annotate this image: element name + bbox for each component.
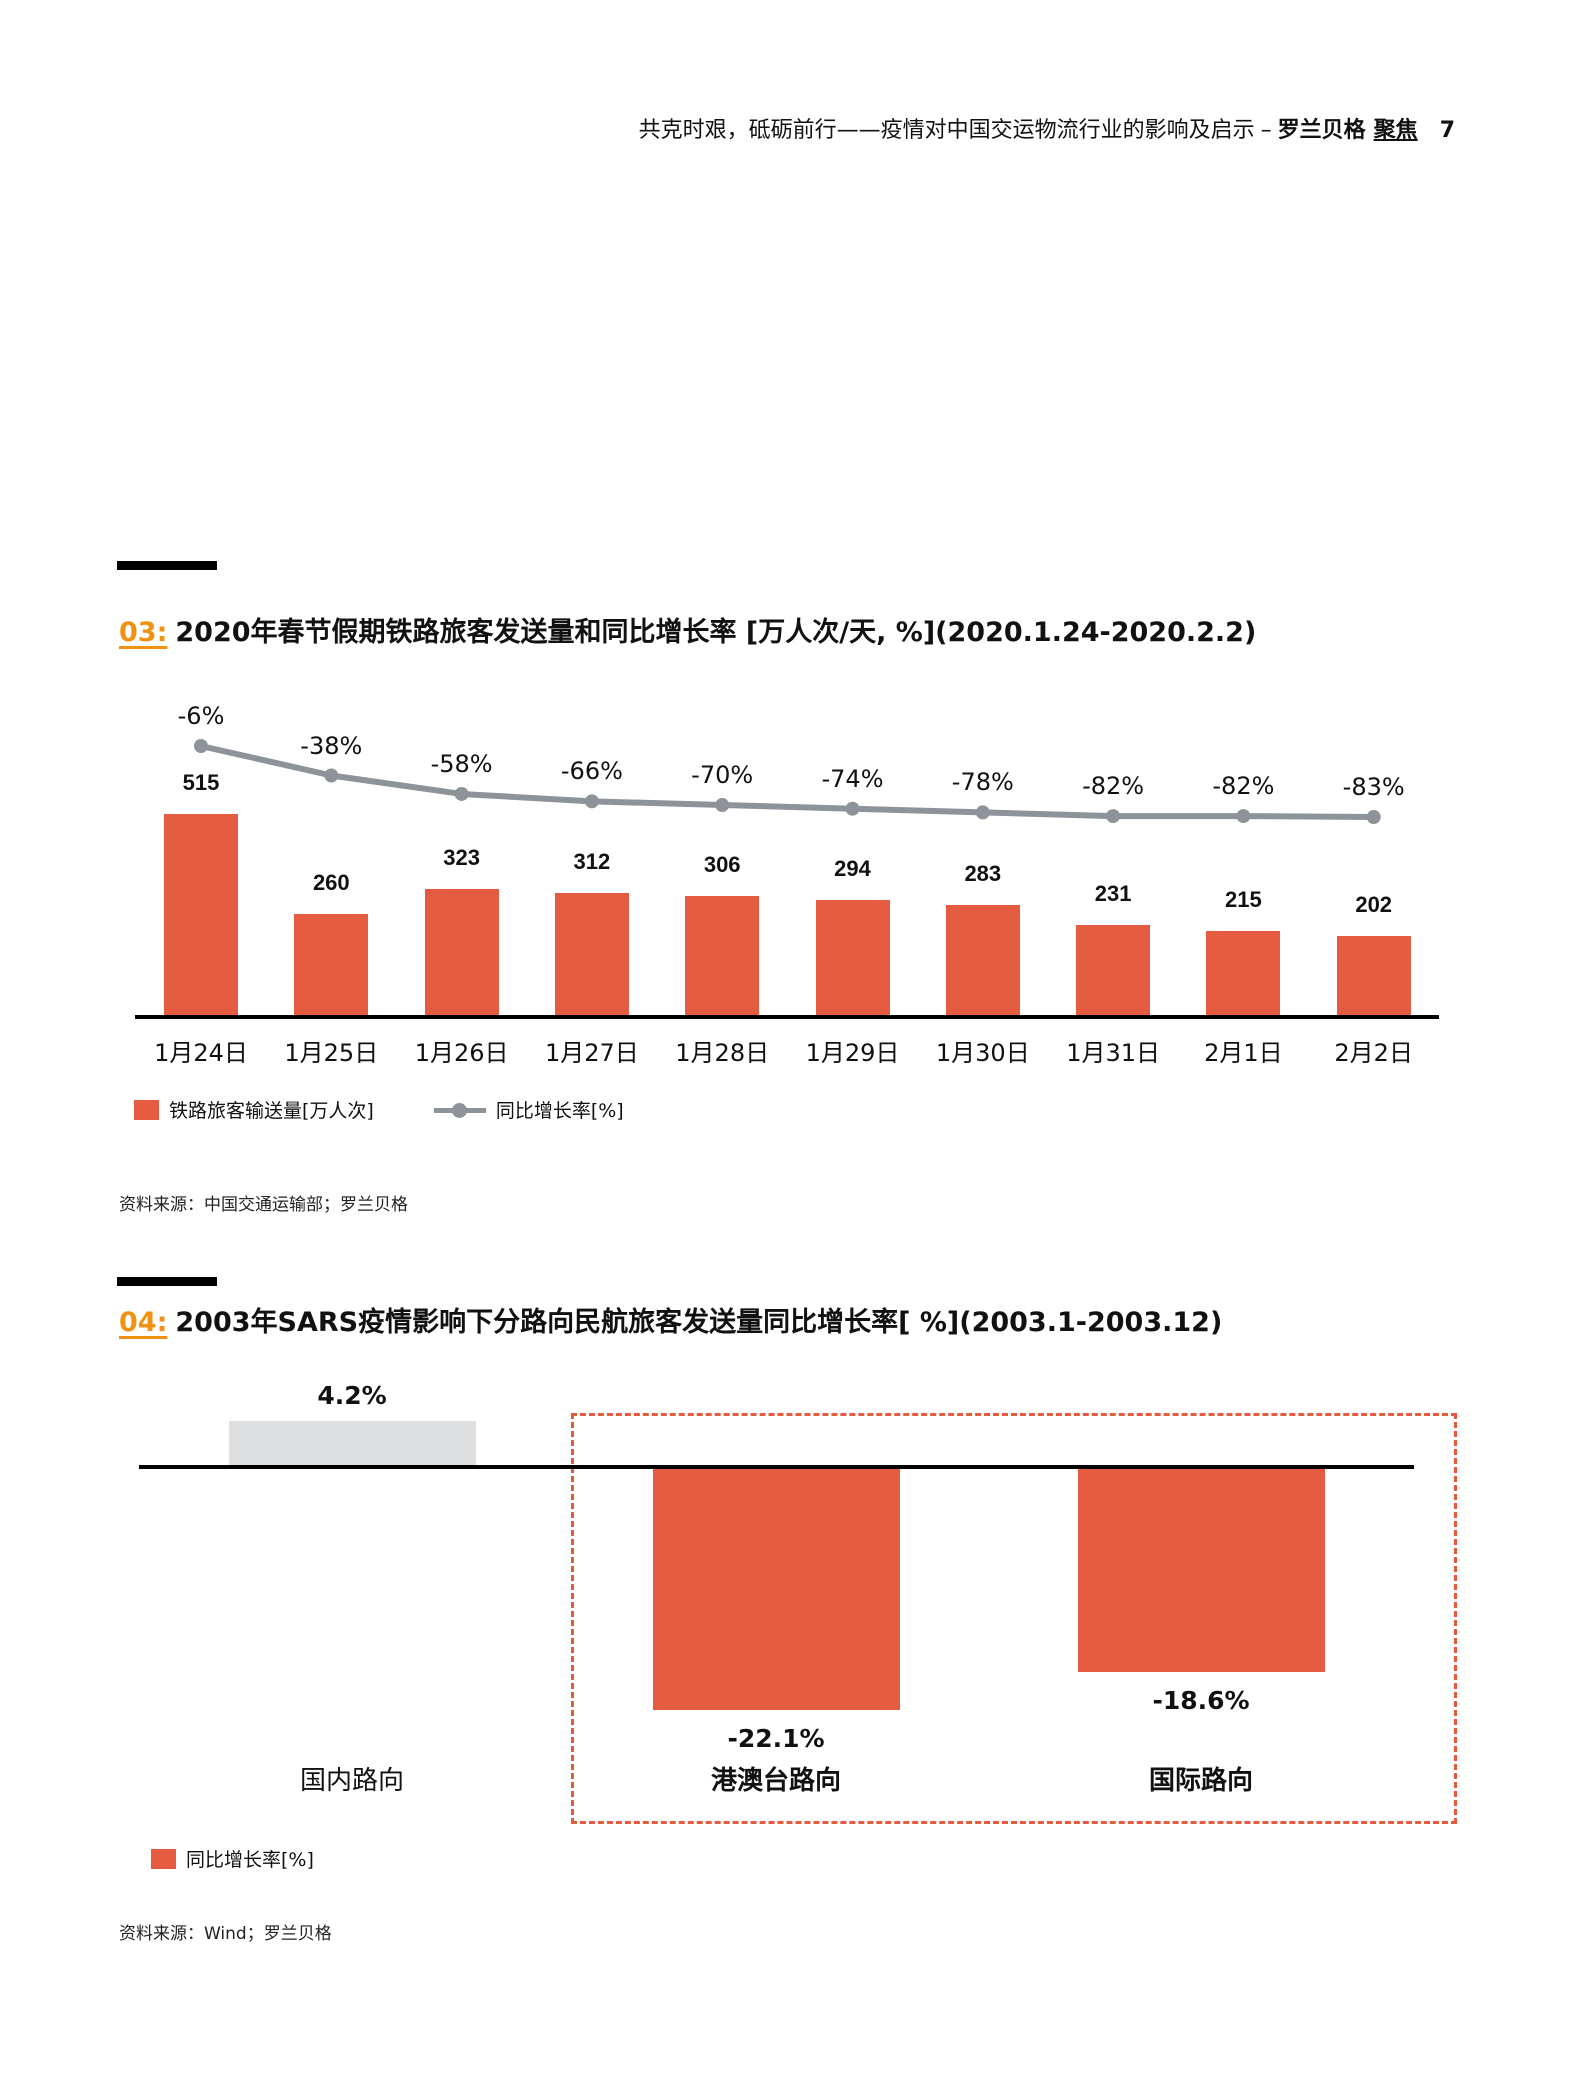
bar-value-label: 260 [312,869,350,895]
bar [1077,1467,1325,1672]
chart2-title: 04: 2003年SARS疫情影响下分路向民航旅客发送量同比增长率[ %](200… [119,1300,1222,1339]
category-label: 港澳台路向 [710,1766,842,1796]
chart1-x-axis [135,1015,1439,1019]
bar-value-label: 515 [182,770,220,796]
bar [1336,936,1411,1015]
line-marker [975,805,990,820]
line-marker [1236,809,1251,824]
sars-air-passenger-chart: 4.2% 国内路向 -22.1% 港澳台路向 -18.6% 国际路向 [228,1380,1325,1796]
bar-value-label: -18.6% [1152,1685,1250,1715]
bar [652,1467,900,1711]
bar [294,913,369,1015]
line-value-label: -83% [1342,773,1405,801]
focus-label: 聚焦 [1373,118,1418,143]
chart1-title: 03: 2020年春节假期铁路旅客发送量和同比增长率 [万人次/天, %](202… [119,610,1256,649]
x-axis-label: 1月31日 [1066,1039,1160,1067]
legend-label: 同比增长率[%] [186,1849,314,1871]
legend-bar-swatch-icon [151,1848,176,1869]
chart1-number: 03: [119,617,168,648]
chart2-title-text: 2003年SARS疫情影响下分路向民航旅客发送量同比增长率[ %](2003.1… [175,1307,1223,1338]
bar-value-label: 4.2% [317,1380,387,1410]
line-marker [715,798,730,813]
bar [228,1420,476,1467]
bar-value-label: 215 [1225,887,1262,913]
x-axis-label: 1月25日 [284,1039,379,1067]
line-value-label: -78% [951,768,1014,797]
line-value-label: -70% [691,761,754,789]
x-axis-label: 1月27日 [544,1039,639,1067]
line-value-label: -66% [560,757,623,786]
x-axis-label: 1月29日 [805,1039,900,1067]
legend-bar-swatch-icon [134,1099,159,1120]
line-value-label: -58% [430,749,493,778]
page-number: 7 [1439,118,1455,143]
bar-value-label: 294 [834,856,871,882]
bar-value-label: 231 [1094,880,1132,906]
category-label: 国内路向 [299,1766,405,1796]
line-marker [454,786,469,801]
bar [424,889,499,1015]
line-marker [324,768,339,783]
category-label: 国际路向 [1148,1766,1254,1796]
chart2-number: 04: [119,1307,168,1338]
x-axis-label: 1月30日 [935,1039,1030,1067]
legend-line-swatch-icon [433,1100,486,1120]
bar [554,893,629,1015]
bar-value-label: 283 [964,860,1002,886]
legend-bar-label: 铁路旅客输送量[万人次] [169,1100,374,1122]
x-axis-label: 2月1日 [1204,1039,1283,1067]
bar-value-label: 323 [443,845,480,871]
bar [685,895,760,1015]
legend-line-label: 同比增长率[%] [495,1100,624,1122]
line-marker [194,739,208,753]
line-marker [584,794,599,809]
line-value-label: -6% [177,702,225,730]
bar-value-label: 312 [573,849,611,875]
section-divider-bar [117,561,217,570]
x-axis-label: 2月2日 [1334,1039,1413,1067]
bar-value-label: 202 [1355,892,1393,918]
rail-passenger-chart: 515 1月24日 -6% 260 1月25日 -38% 323 1月26日 -58% 312 1月… [154,702,1413,1067]
bar [1076,924,1151,1015]
bar [1206,931,1281,1015]
x-axis-label: 1月28日 [675,1039,770,1067]
x-axis-label: 1月24日 [154,1039,248,1067]
line-value-label: -82% [1212,772,1275,801]
line-value-label: -74% [821,764,884,793]
bar [815,900,890,1015]
chart2-x-axis [139,1465,1414,1469]
line-marker [1366,810,1381,824]
bar-value-label: -22.1% [727,1724,825,1754]
bar-value-label: 306 [703,851,741,877]
line-value-label: -82% [1082,772,1145,801]
bar [164,814,238,1015]
report-subtitle: 共克时艰，砥砺前行——疫情对中国交运物流行业的影响及启示 [638,118,1255,143]
chart1-title-text: 2020年春节假期铁路旅客发送量和同比增长率 [万人次/天, %](2020.1… [175,617,1257,648]
growth-rate-line [194,739,1381,824]
highlight-dashed-box [571,1413,1457,1824]
header-dash: – [1260,118,1272,143]
bar [945,904,1020,1015]
brand-name: 罗兰贝格 [1277,118,1366,143]
line-value-label: -38% [300,731,363,760]
line-marker [845,801,860,816]
line-marker [1106,809,1121,824]
x-axis-label: 1月26日 [414,1039,509,1067]
section-divider-bar [117,1277,217,1286]
chart2-source: 资料来源：Wind；罗兰贝格 [119,1924,332,1944]
page-header: 共克时艰，砥砺前行——疫情对中国交运物流行业的影响及启示 – 罗兰贝格 聚焦 7 [639,112,1455,144]
chart1-source: 资料来源：中国交通运输部；罗兰贝格 [119,1195,408,1215]
chart1-legend: 铁路旅客输送量[万人次] 同比增长率[%] [134,1096,624,1123]
chart2-legend: 同比增长率[%] [151,1845,314,1872]
